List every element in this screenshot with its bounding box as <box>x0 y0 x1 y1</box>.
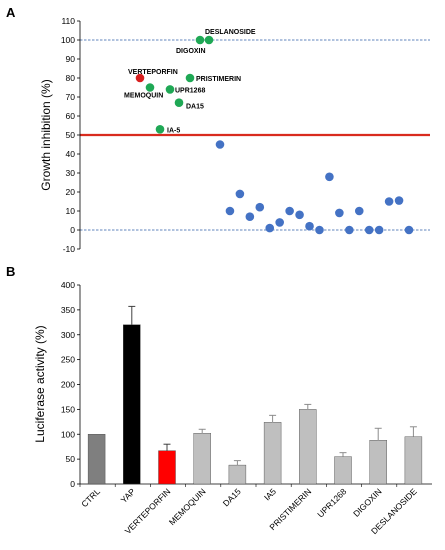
panel-b-y-tick-label: 0 <box>70 479 75 489</box>
data-point <box>315 225 324 235</box>
label-digoxin: DIGOXIN <box>176 48 206 55</box>
data-point <box>285 206 294 216</box>
panel-b-y-tick-label: 50 <box>66 454 76 464</box>
panel-a-points <box>135 35 414 235</box>
data-point <box>295 210 304 220</box>
panel-a-y-tick-label: 10 <box>66 206 76 216</box>
data-point <box>305 221 314 231</box>
data-point <box>384 197 394 206</box>
data-point <box>225 206 235 216</box>
label-ia-5: IA-5 <box>167 127 180 134</box>
category-label-memoquin: MEMOQUIN <box>167 486 208 527</box>
category-label-digoxin: DIGOXIN <box>351 486 383 518</box>
panel-b-y-tick-label: 300 <box>61 330 75 340</box>
point-verteporfin <box>135 73 145 83</box>
point-upr1268 <box>165 85 175 94</box>
data-point <box>374 225 384 235</box>
panel-b-bars <box>87 324 423 485</box>
panel-b-ylabel: Luciferase activity (%) <box>33 325 47 442</box>
bar-upr1268 <box>334 456 352 485</box>
label-da15: DA15 <box>186 104 204 111</box>
category-label-ctrl: CTRL <box>79 486 102 509</box>
panel-a-y-tick-label: 90 <box>66 54 76 64</box>
label-upr1268: UPR1268 <box>175 87 205 94</box>
data-point <box>404 225 414 235</box>
panel-b-error-bars <box>128 305 417 466</box>
data-point <box>275 218 284 227</box>
bar-ia5 <box>263 422 282 485</box>
bar-yap <box>123 324 141 485</box>
panel-b: B Luciferase activity (%) 0 50 100 150 200 25… <box>6 264 432 536</box>
category-label-da15: DA15 <box>221 486 243 508</box>
panel-b-y-tick-label: 350 <box>61 305 75 315</box>
label-deslanoside: DESLANOSIDE <box>205 29 256 36</box>
data-point <box>255 202 265 212</box>
bar-digoxin <box>369 440 387 485</box>
point-da15 <box>174 98 184 107</box>
panel-a-y-tick-label: 100 <box>61 35 75 45</box>
panel-a-y-tick-label: 50 <box>66 130 76 140</box>
category-label-upr1268: UPR1268 <box>315 486 348 519</box>
panel-b-letter: B <box>6 264 15 279</box>
panel-b-y-tick-label: 200 <box>61 380 75 390</box>
bar-verteporfin <box>158 450 176 485</box>
point-pristimerin <box>185 73 195 83</box>
data-point <box>235 189 245 199</box>
bar-memoquin <box>193 433 211 485</box>
panel-a-y-tick-label: 0 <box>70 225 75 235</box>
panel-a-y-axis: -10 0 10 20 30 40 50 60 70 80 90 100 110 <box>61 16 81 254</box>
panel-b-y-tick-label: 150 <box>61 404 75 414</box>
panel-a-y-tick-label: 70 <box>66 92 76 102</box>
panel-b-y-tick-label: 100 <box>61 429 75 439</box>
category-label-ia5: IA5 <box>262 486 278 502</box>
data-point <box>345 225 354 235</box>
panel-a-point-labels: VERTEPORFIN MEMOQUIN IA-5 UPR1268 DA15 DIGOXI… <box>124 29 256 134</box>
data-point <box>335 208 344 218</box>
panel-a-y-tick-label: 80 <box>66 73 76 83</box>
panel-a-reference-lines <box>80 39 430 231</box>
panel-b-y-tick-label: 250 <box>61 355 75 365</box>
point-memoquin <box>145 83 155 92</box>
point-digoxin <box>195 35 205 45</box>
data-point <box>394 196 404 205</box>
label-verteporfin: VERTEPORFIN <box>128 69 178 76</box>
label-memoquin: MEMOQUIN <box>124 93 163 100</box>
panel-a-y-tick-label: 60 <box>66 111 76 121</box>
data-point <box>354 206 364 216</box>
data-point <box>245 212 255 221</box>
bar-pristimerin <box>299 409 317 485</box>
panel-a-y-tick-label: -10 <box>63 244 76 254</box>
data-point <box>364 225 374 235</box>
panel-b-y-tick-label: 400 <box>61 280 75 290</box>
panel-a-ylabel: Growth inhibition (%) <box>39 79 53 190</box>
bar-da15 <box>228 464 247 485</box>
label-pristimerin: PRISTIMERIN <box>196 76 241 83</box>
panel-a-letter: A <box>6 5 16 20</box>
point-deslanoside <box>204 35 214 45</box>
panel-a-y-tick-label: 30 <box>66 168 76 178</box>
point-ia-5 <box>155 125 165 134</box>
panel-a-y-tick-label: 20 <box>66 187 76 197</box>
category-label-yap: YAP <box>119 486 138 505</box>
data-point <box>265 223 275 233</box>
panel-a-y-tick-label: 40 <box>66 149 76 159</box>
data-point <box>325 172 334 182</box>
panel-a: A Growth inhibition (%) -10 0 10 20 30 40 50 60… <box>6 5 430 254</box>
bar-ctrl <box>87 434 106 485</box>
panel-a-y-tick-label: 110 <box>61 16 75 26</box>
bar-deslanoside <box>404 436 423 485</box>
data-point <box>215 140 225 149</box>
